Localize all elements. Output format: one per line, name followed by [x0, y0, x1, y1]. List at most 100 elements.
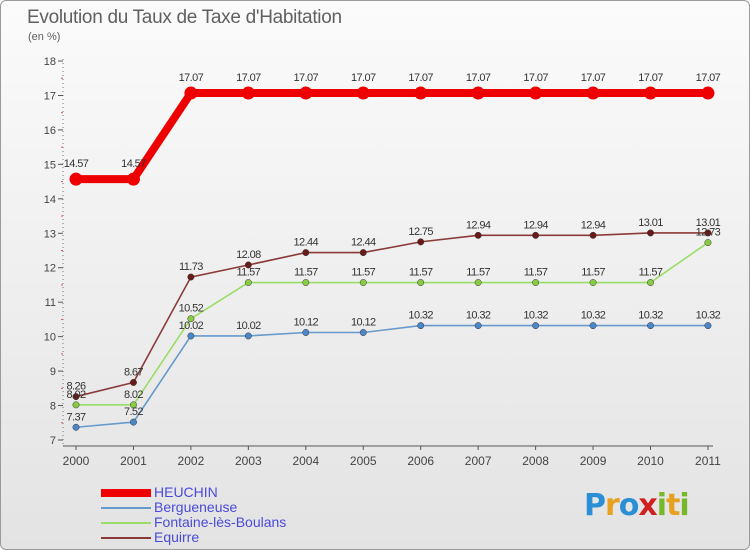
y-tick-label: 7 [50, 435, 56, 447]
data-point [644, 86, 657, 100]
logo-letter: x [638, 488, 657, 523]
data-labels-layer: 7.37 7.52 10.02 10.02 10.12 10.12 10.32 10.32 10… [64, 72, 722, 423]
data-point [130, 418, 137, 426]
data-label: 7.52 [124, 406, 143, 418]
proxiti-logo: Proxiti [584, 488, 690, 523]
data-label: 11.57 [409, 267, 433, 279]
data-point [69, 172, 83, 186]
data-label: 10.32 [466, 310, 491, 322]
data-point [529, 86, 543, 100]
data-label: 10.52 [179, 303, 204, 315]
data-point [704, 229, 712, 237]
data-label: 14.57 [121, 158, 146, 170]
data-label: 7.37 [66, 411, 85, 423]
data-point [359, 249, 367, 257]
data-label: 17.07 [523, 72, 548, 84]
data-point [417, 279, 425, 286]
data-point [244, 332, 252, 340]
x-tick-label: 2005 [350, 454, 377, 468]
data-label: 11.57 [351, 267, 375, 279]
data-point [704, 239, 712, 247]
data-point [244, 279, 252, 286]
data-label: 17.07 [179, 72, 204, 84]
data-label: 11.57 [639, 267, 663, 279]
data-point [589, 231, 597, 239]
data-point [356, 86, 370, 100]
data-point [130, 379, 137, 386]
chart-title: Evolution du Taux de Taxe d'Habitation [27, 7, 342, 28]
data-point [187, 315, 195, 323]
data-point [532, 279, 540, 286]
logo-letter: o [618, 488, 640, 523]
data-point [359, 329, 367, 336]
data-label: 10.32 [581, 310, 606, 322]
data-label: 12.75 [408, 226, 433, 238]
logo-letter: i [656, 488, 667, 523]
axes: 7 8 9 10 11 12 13 14 15 16 17 18 2000 2001 2002 2003 200… [44, 56, 721, 468]
data-label: 12.94 [466, 219, 491, 231]
data-label: 8.02 [124, 389, 143, 401]
data-point [701, 86, 715, 100]
data-label: 11.57 [294, 267, 318, 279]
data-point [299, 86, 313, 100]
x-tick-label: 2000 [63, 454, 90, 468]
x-tick-label: 2002 [178, 454, 205, 468]
data-point [72, 401, 80, 409]
data-point [130, 401, 137, 409]
data-point [589, 322, 597, 330]
y-tick-label: 14 [44, 194, 56, 206]
x-tick-label: 2011 [695, 454, 721, 468]
data-point [241, 86, 255, 100]
series-heuchin [69, 86, 715, 186]
data-label: 11.57 [581, 267, 605, 279]
data-label: 17.07 [294, 72, 319, 84]
data-label: 12.73 [696, 227, 721, 239]
data-point [589, 279, 597, 286]
data-label: 10.32 [638, 310, 663, 322]
data-label: 11.57 [524, 267, 548, 279]
data-point [187, 273, 195, 281]
legend-swatch [101, 537, 151, 539]
data-label: 12.44 [351, 237, 376, 249]
data-label: 17.07 [408, 72, 433, 84]
logo-letter: i [679, 488, 689, 523]
data-point [532, 231, 540, 239]
data-point [474, 279, 482, 286]
data-point [72, 423, 80, 431]
x-tick-label: 2009 [580, 454, 607, 468]
legend-label: Bergueneuse [154, 499, 238, 515]
legend-swatch [101, 507, 151, 509]
x-tick-label: 2006 [407, 454, 434, 468]
y-tick-label: 17 [44, 90, 56, 102]
data-label: 8.26 [66, 381, 85, 393]
data-label: 10.32 [408, 310, 433, 322]
legend-label: HEUCHIN [154, 484, 218, 500]
y-tick-label: 10 [44, 332, 56, 344]
data-point [647, 322, 654, 330]
data-point [471, 86, 485, 100]
data-point [126, 172, 140, 186]
series-equirre [72, 229, 712, 401]
x-tick-label: 2004 [292, 454, 319, 468]
data-point [417, 238, 425, 246]
data-label: 11.73 [179, 261, 203, 273]
y-tick-label: 16 [44, 125, 56, 137]
data-label: 10.32 [696, 310, 721, 322]
data-label: 12.08 [236, 249, 261, 261]
data-point [586, 86, 600, 100]
data-point [647, 279, 654, 286]
data-label: 17.07 [466, 72, 491, 84]
data-point [302, 279, 310, 286]
series-fontaine-l-s-boulans [72, 239, 712, 409]
data-label: 17.07 [638, 72, 663, 84]
data-label: 10.12 [294, 317, 319, 329]
data-point [244, 261, 252, 269]
data-point [302, 249, 310, 257]
data-point [414, 86, 428, 100]
data-label: 8.02 [66, 389, 85, 401]
data-point [72, 393, 80, 401]
data-point [647, 229, 654, 237]
y-tick-label: 18 [44, 56, 56, 68]
data-point [474, 231, 482, 239]
